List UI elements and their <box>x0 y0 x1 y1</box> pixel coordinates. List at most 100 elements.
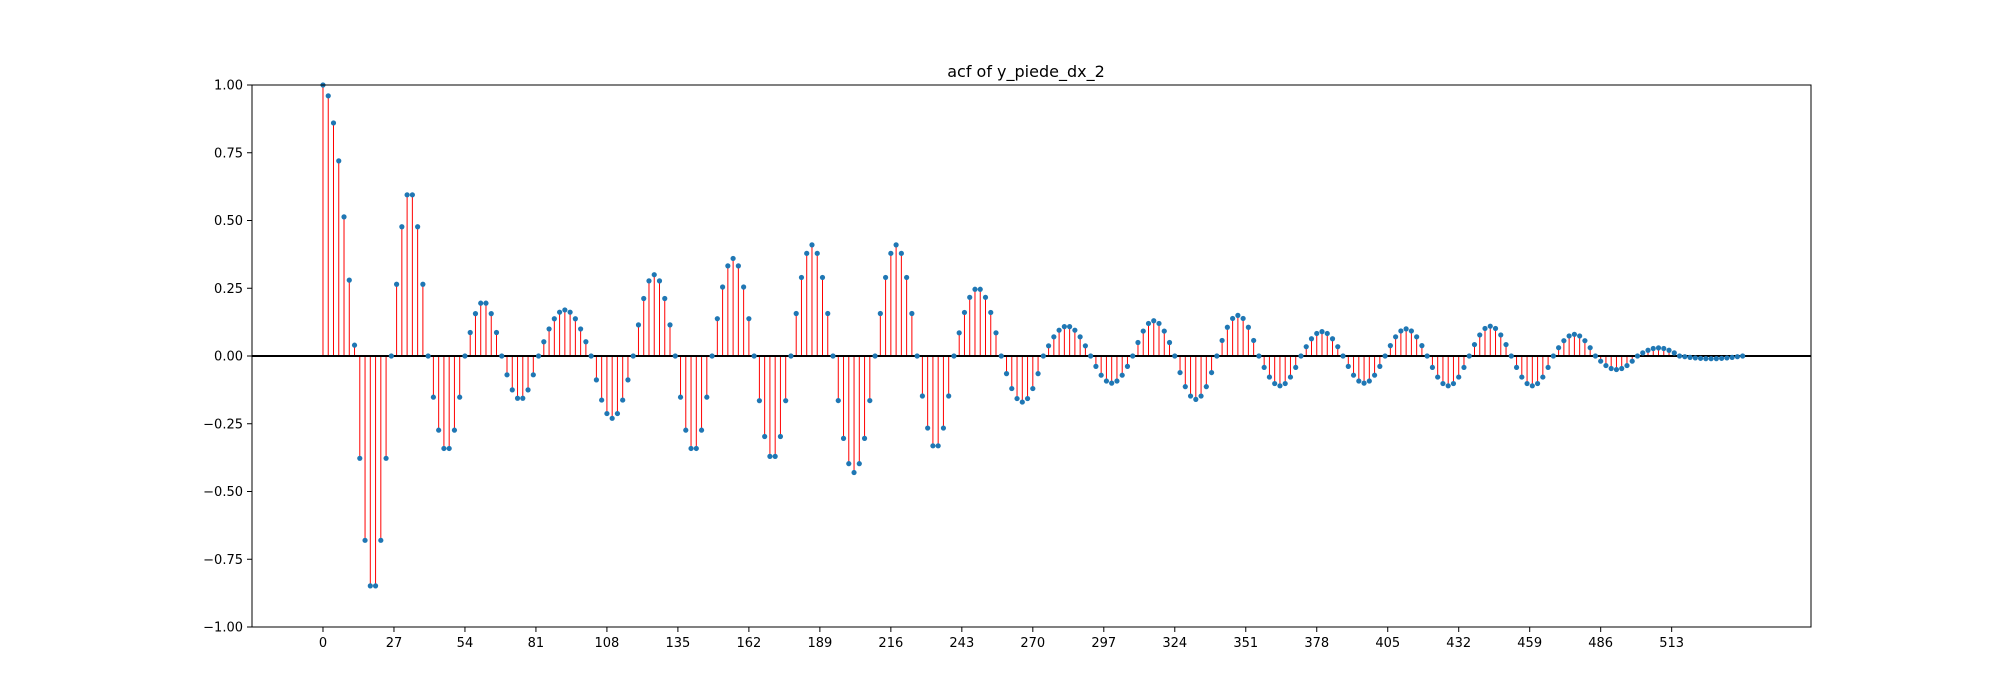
markers-layer <box>320 82 1746 589</box>
acf-point <box>1587 345 1593 351</box>
x-tick-label: 189 <box>807 636 832 651</box>
y-tick-label: −1.00 <box>203 621 243 636</box>
acf-point <box>840 435 847 441</box>
acf-point <box>1608 365 1614 372</box>
acf-point <box>1350 372 1357 378</box>
acf-point <box>1603 362 1609 369</box>
acf-point <box>762 433 768 440</box>
y-tick-label: −0.25 <box>203 417 243 432</box>
acf-point <box>788 353 794 359</box>
acf-point <box>1329 336 1336 342</box>
acf-point <box>1655 345 1662 351</box>
acf-point <box>1435 374 1441 380</box>
x-tick-label: 216 <box>878 636 903 651</box>
acf-point <box>1135 339 1141 346</box>
acf-point <box>1103 378 1110 384</box>
acf-point <box>809 242 815 248</box>
acf-point <box>914 353 920 359</box>
acf-point <box>909 310 915 317</box>
acf-point <box>1151 318 1157 324</box>
acf-point <box>1534 380 1541 387</box>
acf-point <box>1119 372 1125 378</box>
acf-point <box>904 274 910 281</box>
acf-point <box>1513 364 1520 371</box>
acf-point <box>462 353 468 359</box>
acf-point <box>688 445 694 452</box>
acf-point <box>1671 350 1677 356</box>
x-tick-label: 405 <box>1375 636 1400 651</box>
acf-point <box>567 309 573 315</box>
acf-point <box>1193 396 1199 402</box>
acf-point <box>898 250 904 256</box>
acf-point <box>367 583 373 589</box>
acf-point <box>336 158 342 164</box>
acf-point <box>646 278 652 284</box>
acf-point <box>1251 337 1257 344</box>
acf-point <box>1713 356 1719 362</box>
acf-point <box>861 435 868 441</box>
acf-point <box>1419 343 1425 349</box>
acf-point <box>1577 333 1583 339</box>
x-tick-label: 81 <box>528 636 545 651</box>
acf-point <box>1661 345 1667 352</box>
acf-point <box>535 353 542 359</box>
acf-point <box>677 394 684 400</box>
acf-point <box>651 272 657 278</box>
acf-point <box>1024 395 1031 402</box>
acf-point <box>1582 338 1588 344</box>
acf-point <box>1387 343 1393 349</box>
acf-point <box>514 395 521 401</box>
acf-point <box>1382 353 1388 359</box>
acf-point <box>341 214 347 220</box>
acf-point <box>1198 393 1204 399</box>
acf-point <box>982 294 989 300</box>
acf-point <box>1519 374 1525 380</box>
acf-point <box>609 415 615 421</box>
acf-point <box>946 393 952 399</box>
acf-point <box>1308 336 1315 342</box>
acf-point <box>1734 354 1740 360</box>
acf-point <box>1692 355 1698 361</box>
acf-point <box>767 453 773 459</box>
acf-point <box>1256 353 1262 359</box>
acf-point <box>1471 341 1478 348</box>
acf-point <box>1319 329 1325 335</box>
acf-point <box>956 330 962 336</box>
acf-point <box>556 309 563 315</box>
acf-point <box>1719 355 1725 361</box>
acf-point <box>457 394 463 400</box>
acf-point <box>1093 363 1099 369</box>
acf-point <box>1640 350 1646 356</box>
acf-point <box>1724 355 1730 361</box>
acf-point <box>1277 383 1283 389</box>
acf-point <box>383 455 389 461</box>
acf-point <box>1729 354 1735 360</box>
acf-point <box>919 393 925 399</box>
acf-point <box>998 353 1004 359</box>
x-axis: 0 27 54 81 108 135 162 189 216 243 270 297 324 351 378… <box>319 627 1684 651</box>
acf-point <box>614 410 621 417</box>
acf-point <box>1266 374 1273 380</box>
acf-point <box>551 316 557 322</box>
acf-point <box>1650 345 1656 352</box>
acf-point <box>1498 332 1504 338</box>
acf-point <box>493 329 500 336</box>
acf-point <box>1219 337 1225 344</box>
acf-point <box>1566 333 1572 339</box>
acf-point <box>325 93 331 99</box>
acf-point <box>1303 344 1309 350</box>
acf-point <box>1019 399 1025 405</box>
acf-point <box>467 329 473 336</box>
acf-point <box>1645 347 1651 353</box>
acf-point <box>1450 380 1457 387</box>
acf-point <box>504 372 510 378</box>
acf-point <box>1429 364 1436 371</box>
acf-point <box>1298 353 1304 359</box>
acf-point <box>1161 328 1167 334</box>
acf-point <box>656 278 663 284</box>
acf-point <box>940 425 947 431</box>
x-tick-label: 270 <box>1020 636 1045 651</box>
acf-point <box>1230 315 1236 322</box>
acf-point <box>520 395 526 401</box>
acf-point <box>888 250 894 256</box>
